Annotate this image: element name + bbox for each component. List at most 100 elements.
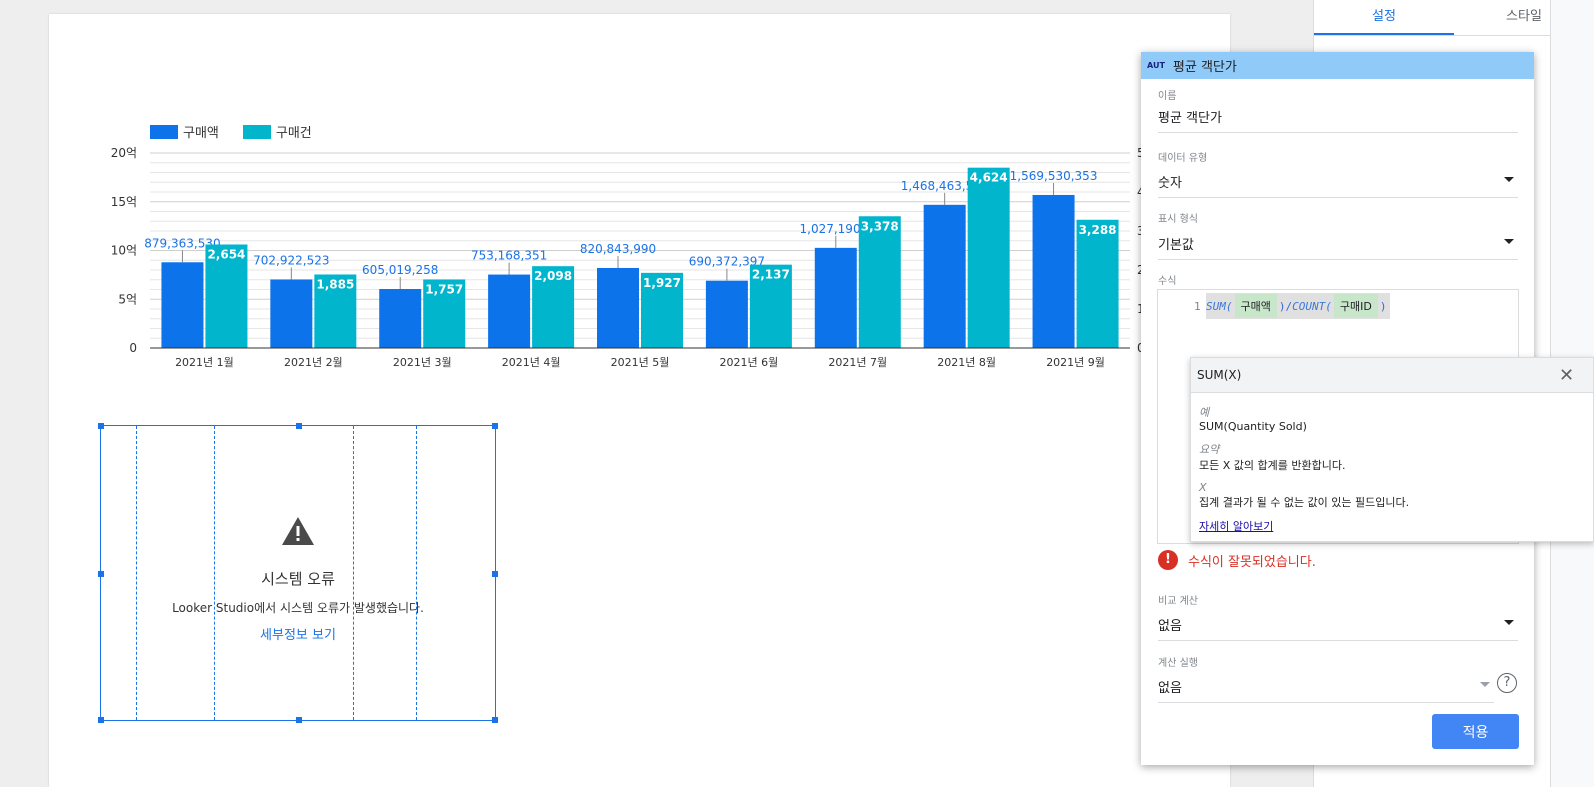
summary-label: 요약 bbox=[1199, 443, 1220, 456]
bar-purchase-amount bbox=[705, 280, 748, 348]
bar-purchase-count bbox=[423, 279, 466, 348]
bar-purchase-amount bbox=[488, 274, 531, 348]
operator-token: )/ bbox=[1278, 299, 1293, 313]
resize-handle[interactable] bbox=[98, 571, 104, 577]
dropdown-arrow-icon bbox=[1504, 239, 1514, 244]
left-axis-tick: 20억 bbox=[111, 146, 137, 160]
properties-tabs: 설정 스타일 bbox=[1314, 0, 1594, 36]
field-chip[interactable]: 구매액 bbox=[1234, 294, 1277, 318]
bar-purchase-amount bbox=[1032, 194, 1075, 348]
legend-swatch bbox=[242, 124, 271, 139]
field-chip[interactable]: 구매ID bbox=[1333, 294, 1378, 318]
resize-handle[interactable] bbox=[492, 717, 498, 723]
error-icon: ! bbox=[1158, 550, 1178, 570]
editor-header: AUT 평균 객단가 bbox=[1141, 52, 1534, 79]
function-token: SUM( bbox=[1206, 299, 1233, 313]
resize-handle[interactable] bbox=[98, 423, 104, 429]
summary-text: 모든 X 값의 합계를 반환합니다. bbox=[1199, 459, 1346, 472]
data-label-purchase-count: 3,378 bbox=[861, 219, 899, 233]
formula-code[interactable]: SUM( 구매액 )/ COUNT( 구매ID ) bbox=[1206, 293, 1391, 319]
resize-handle[interactable] bbox=[98, 717, 104, 723]
right-axis-tick: 0 bbox=[1137, 341, 1145, 355]
display-format-value: 기본값 bbox=[1158, 238, 1194, 253]
x-axis-tick: 2021년 2월 bbox=[284, 356, 343, 369]
x-axis-tick: 2021년 4월 bbox=[502, 356, 561, 369]
display-format-label: 표시 형식 bbox=[1158, 214, 1198, 225]
resize-handle[interactable] bbox=[492, 571, 498, 577]
function-help-tooltip: SUM(X) ✕ 예 SUM(Quantity Sold) 요약 모든 X 값의… bbox=[1190, 357, 1594, 542]
left-axis-tick: 10억 bbox=[111, 244, 137, 258]
column-guide bbox=[353, 426, 354, 720]
bar-purchase-count bbox=[205, 244, 248, 348]
legend-item-purchase-amount[interactable]: 구매액 bbox=[150, 122, 219, 141]
legend-swatch bbox=[150, 124, 178, 139]
bar-purchase-count bbox=[858, 216, 901, 348]
left-axis-tick: 15억 bbox=[111, 195, 137, 209]
resize-handle[interactable] bbox=[296, 717, 302, 723]
x-axis-tick: 2021년 1월 bbox=[175, 356, 234, 369]
left-axis-tick: 5억 bbox=[118, 292, 137, 306]
x-axis-tick: 2021년 3월 bbox=[393, 356, 452, 369]
tooltip-title: SUM(X) bbox=[1197, 368, 1242, 382]
learn-more-link[interactable]: 자세히 알아보기 bbox=[1199, 520, 1274, 533]
bar-purchase-amount bbox=[597, 267, 639, 348]
chart-legend: 구매액 구매건 bbox=[150, 122, 312, 141]
comparison-label: 비교 계산 bbox=[1158, 596, 1198, 607]
resize-handle[interactable] bbox=[296, 423, 302, 429]
x-axis-tick: 2021년 8월 bbox=[937, 356, 996, 369]
warning-icon bbox=[282, 517, 314, 545]
data-label-purchase-amount: 605,019,258 bbox=[362, 263, 438, 277]
data-label-purchase-count: 3,288 bbox=[1079, 223, 1117, 237]
formula-label: 수식 bbox=[1158, 276, 1177, 287]
right-axis-tick: 3 bbox=[1137, 224, 1145, 238]
running-calc-value: 없음 bbox=[1158, 681, 1182, 696]
data-type-select[interactable]: 숫자 bbox=[1158, 172, 1518, 198]
report-canvas bbox=[49, 14, 1230, 787]
right-axis-tick: 1 bbox=[1137, 302, 1145, 316]
x-axis-tick: 2021년 9월 bbox=[1046, 356, 1105, 369]
apply-button[interactable]: 적용 bbox=[1432, 714, 1519, 749]
bar-purchase-count bbox=[1076, 219, 1119, 348]
display-format-select[interactable]: 기본값 bbox=[1158, 234, 1518, 260]
field-type-badge: AUT bbox=[1147, 61, 1165, 70]
data-label-purchase-amount: 1,027,190,4 bbox=[800, 222, 873, 236]
example-label: 예 bbox=[1199, 406, 1210, 419]
error-widget[interactable]: 시스템 오류 Looker Studio에서 시스템 오류가 발생했습니다. 세… bbox=[98, 423, 498, 723]
tab-setup[interactable]: 설정 bbox=[1314, 0, 1454, 35]
resize-handle[interactable] bbox=[492, 423, 498, 429]
column-guide bbox=[136, 426, 137, 720]
data-label-purchase-count: 1,927 bbox=[643, 276, 681, 290]
running-calc-select[interactable]: 없음 bbox=[1158, 677, 1494, 703]
comparison-select[interactable]: 없음 bbox=[1158, 615, 1518, 641]
data-label-purchase-count: 2,137 bbox=[752, 268, 790, 282]
data-label-purchase-amount: 1,468,463,560 bbox=[901, 179, 989, 193]
data-label-purchase-count: 1,757 bbox=[425, 282, 463, 296]
x-axis-tick: 2021년 7월 bbox=[828, 356, 887, 369]
column-guide bbox=[214, 426, 215, 720]
tab-style[interactable]: 스타일 bbox=[1506, 9, 1542, 24]
x-axis-tick: 2021년 5월 bbox=[611, 356, 670, 369]
close-icon[interactable]: ✕ bbox=[1559, 365, 1575, 386]
legend-item-purchase-count[interactable]: 구매건 bbox=[242, 122, 312, 141]
help-icon[interactable]: ? bbox=[1497, 673, 1517, 693]
param-x-text: 집계 결과가 될 수 없는 값이 있는 필드입니다. bbox=[1199, 496, 1410, 509]
error-content: 시스템 오류 Looker Studio에서 시스템 오류가 발생했습니다. 세… bbox=[101, 516, 495, 643]
data-label-purchase-amount: 753,168,351 bbox=[471, 249, 547, 263]
right-axis-tick: 5 bbox=[1137, 146, 1145, 160]
line-number: 1 bbox=[1194, 300, 1201, 313]
error-details-link[interactable]: 세부정보 보기 bbox=[260, 628, 336, 643]
right-axis-tick: 2 bbox=[1137, 263, 1145, 277]
running-calc-label: 계산 실행 bbox=[1158, 658, 1198, 669]
bar-purchase-amount bbox=[379, 289, 422, 348]
bar-purchase-amount bbox=[161, 262, 204, 348]
legend-label: 구매건 bbox=[275, 126, 312, 141]
name-field[interactable]: 평균 객단가 bbox=[1158, 107, 1518, 133]
bar-purchase-count bbox=[532, 266, 575, 348]
example-text: SUM(Quantity Sold) bbox=[1199, 420, 1307, 433]
data-label-purchase-count: 2,098 bbox=[534, 269, 572, 283]
data-label-purchase-amount: 690,372,397 bbox=[689, 255, 765, 269]
dropdown-arrow-icon bbox=[1504, 177, 1514, 182]
dropdown-arrow-icon bbox=[1504, 620, 1514, 625]
data-label-purchase-count: 1,885 bbox=[316, 277, 354, 291]
